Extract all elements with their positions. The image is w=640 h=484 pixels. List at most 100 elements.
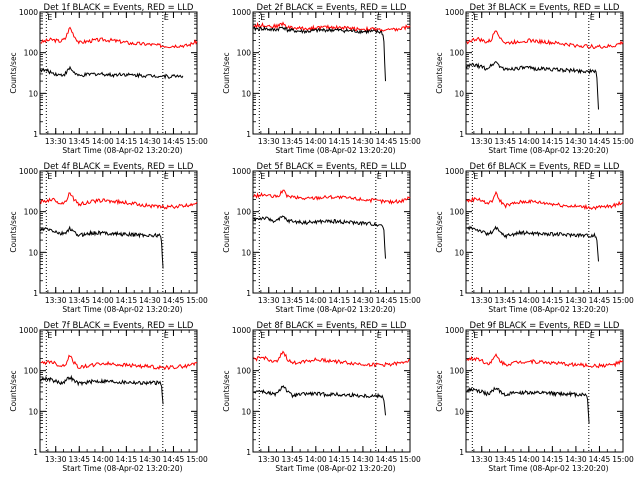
lld-series-line — [466, 353, 624, 369]
x-tick-label: 14:15 — [542, 455, 564, 464]
x-tick-label: 14:00 — [518, 296, 540, 305]
x-tick-label: 14:30 — [352, 137, 374, 146]
plot-frame — [465, 11, 624, 135]
y-tick-label: 10 — [454, 248, 464, 257]
y-tick-label: 100 — [24, 208, 39, 217]
event-marker-label: E — [47, 172, 52, 181]
y-tick-label: 10 — [28, 248, 38, 257]
event-marker-label: E — [164, 13, 169, 22]
y-tick-label: 1 — [33, 448, 38, 457]
x-tick-label: 14:15 — [329, 455, 351, 464]
detector-panel-3: Det 3f BLACK = Events, RED = LLD 1 10 100 10… — [435, 3, 634, 155]
x-tick-label: 15:00 — [612, 455, 634, 464]
y-tick-label: 100 — [237, 208, 252, 217]
x-tick-label: 13:45 — [281, 455, 303, 464]
y-tick-label: 10 — [28, 407, 38, 416]
y-tick-label: 1000 — [19, 8, 38, 17]
y-tick-label: 1 — [459, 448, 464, 457]
x-tick-label: 13:45 — [494, 296, 516, 305]
detector-panel-8: Det 8f BLACK = Events, RED = LLD 1 10 100 10… — [222, 321, 421, 473]
x-tick-label: 14:30 — [352, 296, 374, 305]
x-tick-label: 13:45 — [281, 296, 303, 305]
plot-frame — [252, 329, 411, 453]
x-tick-label: 13:45 — [68, 296, 90, 305]
detector-panel-5: Det 5f BLACK = Events, RED = LLD 1 10 100 10… — [222, 162, 421, 314]
panel-title: Det 4f BLACK = Events, RED = LLD — [44, 162, 194, 172]
x-tick-label: 14:15 — [116, 296, 138, 305]
event-marker-label: E — [47, 331, 52, 340]
lld-series-line — [40, 26, 198, 49]
x-tick-label: 15:00 — [612, 137, 634, 146]
y-tick-label: 100 — [450, 367, 465, 376]
x-axis-label: Start Time (08-Apr-02 13:20:20) — [488, 305, 608, 314]
x-tick-label: 14:30 — [139, 137, 161, 146]
x-tick-label: 14:30 — [352, 455, 374, 464]
y-tick-label: 10 — [241, 248, 251, 257]
y-tick-label: 1000 — [232, 167, 251, 176]
x-axis-label: Start Time (08-Apr-02 13:20:20) — [62, 305, 182, 314]
plot-frame — [39, 11, 198, 135]
events-series-line — [40, 374, 164, 405]
x-tick-label: 14:00 — [518, 455, 540, 464]
y-tick-label: 100 — [450, 208, 465, 217]
x-tick-label: 15:00 — [399, 455, 421, 464]
x-tick-label: 13:30 — [258, 296, 280, 305]
x-tick-label: 14:45 — [376, 455, 398, 464]
y-axis-label: Counts/sec — [9, 52, 18, 93]
x-tick-label: 15:00 — [186, 296, 208, 305]
lld-series-line — [253, 189, 411, 205]
y-tick-label: 1000 — [19, 167, 38, 176]
event-marker-label: E — [590, 172, 595, 181]
lld-series-line — [466, 30, 624, 50]
x-tick-label: 14:15 — [329, 296, 351, 305]
x-tick-label: 14:30 — [565, 137, 587, 146]
plot-frame — [252, 170, 411, 294]
x-axis-label: Start Time (08-Apr-02 13:20:20) — [275, 464, 395, 473]
x-tick-label: 14:15 — [542, 296, 564, 305]
lld-series-line — [253, 21, 411, 33]
x-tick-label: 13:30 — [471, 455, 493, 464]
events-series-line — [40, 65, 184, 80]
y-tick-label: 10 — [241, 89, 251, 98]
event-marker-label: E — [377, 172, 382, 181]
y-tick-label: 1000 — [445, 8, 464, 17]
x-tick-label: 15:00 — [186, 137, 208, 146]
x-axis-label: Start Time (08-Apr-02 13:20:20) — [275, 305, 395, 314]
x-tick-label: 14:45 — [163, 455, 185, 464]
y-tick-label: 1000 — [445, 326, 464, 335]
x-tick-label: 14:30 — [139, 296, 161, 305]
y-tick-label: 1 — [246, 289, 251, 298]
events-series-line — [466, 61, 599, 110]
x-tick-label: 14:00 — [305, 296, 327, 305]
plot-frame — [465, 170, 624, 294]
lld-series-line — [40, 354, 198, 371]
x-tick-label: 14:00 — [92, 455, 114, 464]
panel-title: Det 3f BLACK = Events, RED = LLD — [470, 3, 620, 13]
x-tick-label: 14:00 — [92, 137, 114, 146]
x-tick-label: 14:45 — [589, 137, 611, 146]
y-tick-label: 1000 — [19, 326, 38, 335]
panel-title: Det 1f BLACK = Events, RED = LLD — [44, 3, 194, 13]
x-tick-label: 13:30 — [45, 137, 67, 146]
plot-frame — [465, 329, 624, 453]
x-tick-label: 13:30 — [258, 455, 280, 464]
x-tick-label: 13:30 — [45, 455, 67, 464]
events-series-line — [466, 386, 590, 424]
y-tick-label: 1 — [246, 448, 251, 457]
events-series-line — [466, 225, 599, 262]
event-marker-label: E — [47, 13, 52, 22]
event-marker-label: E — [260, 172, 265, 181]
y-axis-label: Counts/sec — [9, 370, 18, 411]
event-marker-label: E — [473, 172, 478, 181]
x-tick-label: 14:45 — [163, 137, 185, 146]
panel-title: Det 2f BLACK = Events, RED = LLD — [257, 3, 407, 13]
detector-panel-6: Det 6f BLACK = Events, RED = LLD 1 10 100 10… — [435, 162, 634, 314]
x-tick-label: 13:45 — [68, 137, 90, 146]
y-tick-label: 10 — [241, 407, 251, 416]
y-axis-label: Counts/sec — [435, 370, 444, 411]
event-marker-label: E — [590, 13, 595, 22]
x-tick-label: 14:00 — [305, 137, 327, 146]
x-tick-label: 14:15 — [116, 137, 138, 146]
y-tick-label: 1 — [246, 130, 251, 139]
